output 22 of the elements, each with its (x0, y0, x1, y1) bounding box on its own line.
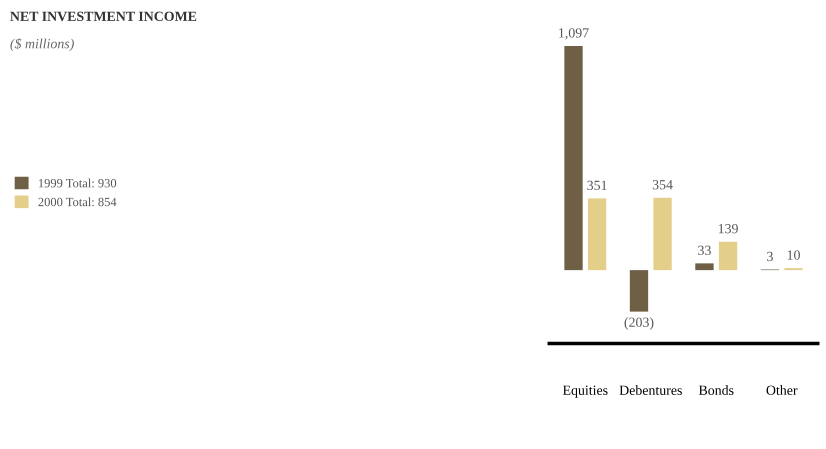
x-tick-label: Equities (562, 386, 608, 398)
data-label: 3 (767, 252, 773, 262)
bar (588, 198, 606, 270)
data-label: 354 (652, 180, 673, 190)
x-tick-label: Debentures (620, 385, 682, 395)
data-label: (203) (624, 317, 654, 330)
data-label: 10 (788, 250, 800, 260)
bar (630, 270, 648, 312)
bar (718, 242, 738, 270)
text: NET INVESTMENT INCOME (10, 12, 196, 22)
text: ($ millions) (10, 38, 74, 52)
data-label: 351 (587, 180, 607, 190)
bar (695, 263, 714, 270)
bar (653, 198, 672, 270)
data-label: 139 (718, 224, 738, 234)
x-tick-label: Other (766, 385, 798, 395)
legend-label: 2000 Total: 854 (38, 197, 116, 206)
x-tick-label: Bonds (698, 385, 734, 395)
data-label: 33 (698, 246, 711, 255)
legend-label: 1999 Total: 930 (38, 178, 116, 188)
data-label: 1,097 (559, 28, 589, 40)
bar (564, 46, 583, 270)
